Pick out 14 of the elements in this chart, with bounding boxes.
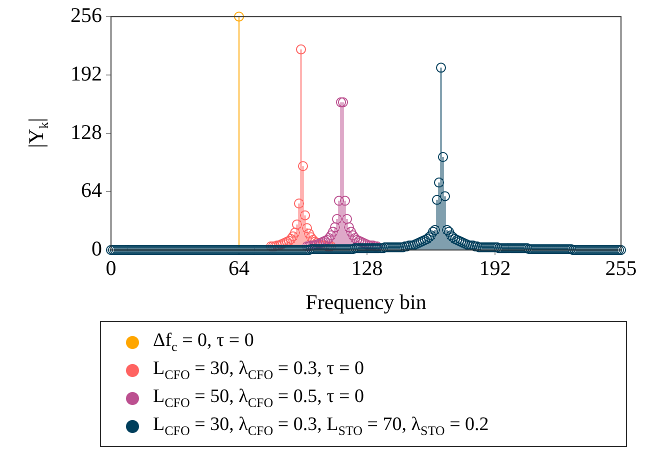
x-axis-title: Frequency bin: [306, 290, 427, 314]
y-tick-label: 256: [70, 3, 102, 28]
legend-label: L$_{CFO}$ = 30, λ$_{CFO}$ = 0.3, τ = 0: [153, 358, 364, 382]
x-tick-label: 255: [605, 256, 637, 280]
y-tick-label: 64: [81, 178, 102, 202]
y-tick-label: 128: [70, 120, 102, 144]
text: L$_{CFO}$ = 30, λ$_{CFO}$ = 0.3, L$_{STO}$ = 70, λ$_{STO}$ = 0.2: [153, 414, 489, 438]
legend-label: Δf$_{c}$ = 0, τ = 0: [153, 330, 254, 354]
legend-label: L$_{CFO}$ = 50, λ$_{CFO}$ = 0.5, τ = 0: [153, 386, 364, 410]
x-tick-label: 128: [351, 256, 383, 280]
y-tick-label: 0: [92, 236, 102, 261]
x-tick-label: 64: [228, 256, 250, 280]
y-tick-label: 192: [70, 61, 102, 86]
x-tick-label: 192: [479, 256, 511, 280]
